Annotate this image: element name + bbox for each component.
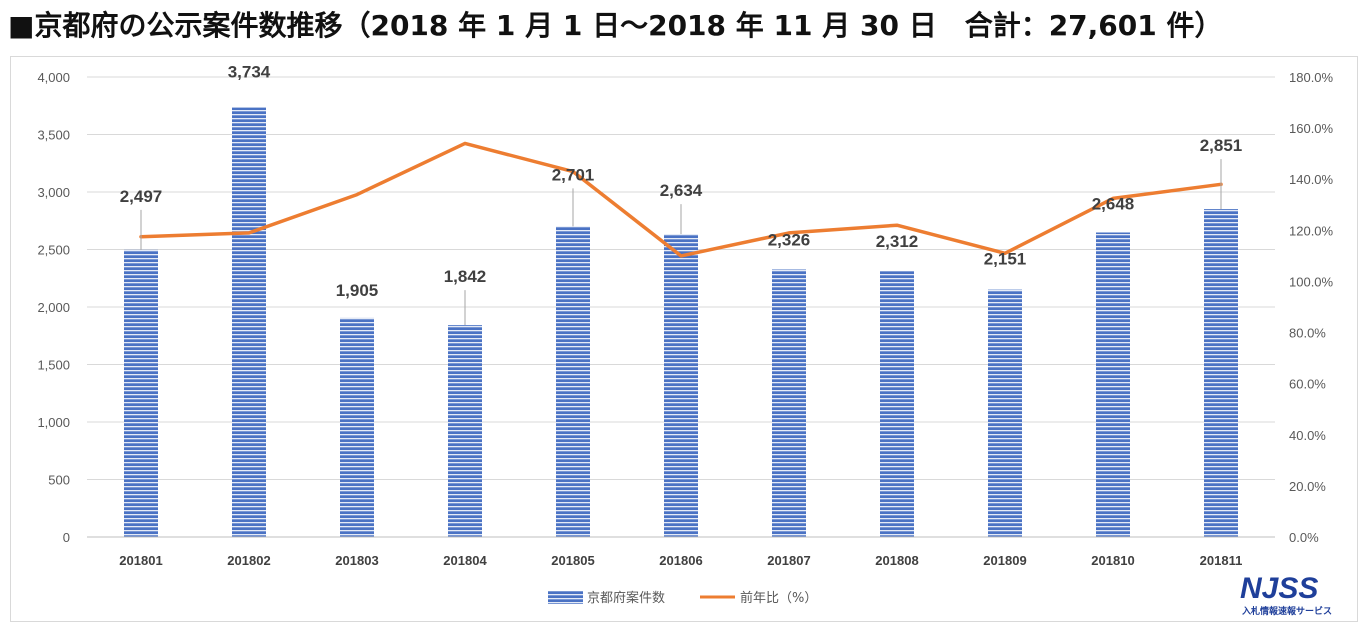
bar (664, 234, 698, 537)
category-label: 201811 (1200, 553, 1243, 568)
legend-bar-label: 京都府案件数 (587, 591, 665, 606)
right-tick-label: 60.0% (1289, 377, 1326, 392)
category-label: 201801 (119, 553, 162, 568)
bar (988, 289, 1022, 537)
bars (124, 107, 1238, 538)
left-tick-label: 500 (48, 473, 70, 488)
category-label: 201807 (767, 553, 810, 568)
right-tick-label: 160.0% (1289, 121, 1334, 136)
x-axis: 201801 201802 201803 201804 201805 201806 2018… (87, 536, 1275, 568)
left-tick-label: 3,500 (37, 128, 70, 143)
right-tick-label: 40.0% (1289, 428, 1326, 443)
data-label: 2,634 (660, 181, 703, 200)
ratio-line (139, 141, 1223, 258)
left-axis: 0 500 1,000 1,500 2,000 2,500 3,000 3,500 4,000 (37, 70, 70, 545)
bar (124, 249, 158, 537)
right-tick-label: 20.0% (1289, 479, 1326, 494)
category-label: 201805 (551, 553, 594, 568)
logo-mark: NJSS (1240, 572, 1318, 605)
bar (448, 325, 482, 537)
ratio-line-path (139, 141, 1223, 258)
right-tick-label: 100.0% (1289, 274, 1334, 289)
page-title: ■京都府の公示案件数推移（2018 年 1 月 1 日～2018 年 11 月 … (8, 9, 1223, 42)
right-tick-label: 120.0% (1289, 223, 1334, 238)
category-label: 201808 (875, 553, 918, 568)
category-label: 201803 (335, 553, 378, 568)
label-leaders (140, 159, 1222, 326)
data-label: 2,497 (120, 187, 163, 206)
category-label: 201804 (443, 553, 487, 568)
legend-line-label: 前年比（%） (740, 590, 817, 606)
data-label: 2,648 (1092, 194, 1135, 213)
category-label: 201802 (227, 553, 270, 568)
left-tick-label: 0 (63, 530, 70, 545)
bar (772, 269, 806, 537)
left-tick-label: 4,000 (37, 70, 70, 85)
legend-bar-swatch (548, 591, 583, 604)
right-tick-label: 140.0% (1289, 172, 1334, 187)
legend: 京都府案件数 前年比（%） (548, 590, 817, 606)
right-tick-label: 80.0% (1289, 326, 1326, 341)
data-label: 2,701 (552, 165, 595, 184)
data-labels: 2,497 3,734 1,905 1,842 2,701 2,634 2,326 2,312… (120, 63, 1243, 300)
logo-tagline: 入札情報速報サービス (1241, 605, 1332, 617)
category-label: 201809 (983, 553, 1026, 568)
data-label: 2,851 (1200, 136, 1243, 155)
right-tick-label: 180.0% (1289, 70, 1334, 85)
bar (232, 107, 266, 537)
bar (340, 317, 374, 537)
left-tick-label: 3,000 (37, 185, 70, 200)
right-tick-label: 0.0% (1289, 530, 1319, 545)
data-label: 2,151 (984, 250, 1027, 269)
category-label: 201806 (659, 553, 702, 568)
njss-logo: NJSS 入札情報速報サービス (1240, 572, 1332, 617)
data-label: 2,326 (768, 231, 811, 250)
bar (1204, 209, 1238, 537)
left-tick-label: 1,500 (37, 358, 70, 373)
category-label: 201810 (1091, 553, 1134, 568)
bar (556, 226, 590, 537)
bar (1096, 232, 1130, 538)
data-label: 1,905 (336, 281, 379, 300)
bar (880, 271, 914, 537)
left-tick-label: 2,500 (37, 243, 70, 258)
left-tick-label: 2,000 (37, 300, 70, 315)
data-label: 1,842 (444, 267, 487, 286)
data-label: 3,734 (228, 63, 271, 82)
data-label: 2,312 (876, 232, 919, 251)
right-axis: 0.0% 20.0% 40.0% 60.0% 80.0% 100.0% 120.0% 140.… (1289, 70, 1334, 545)
left-tick-label: 1,000 (37, 415, 70, 430)
chart-frame (10, 56, 1358, 622)
